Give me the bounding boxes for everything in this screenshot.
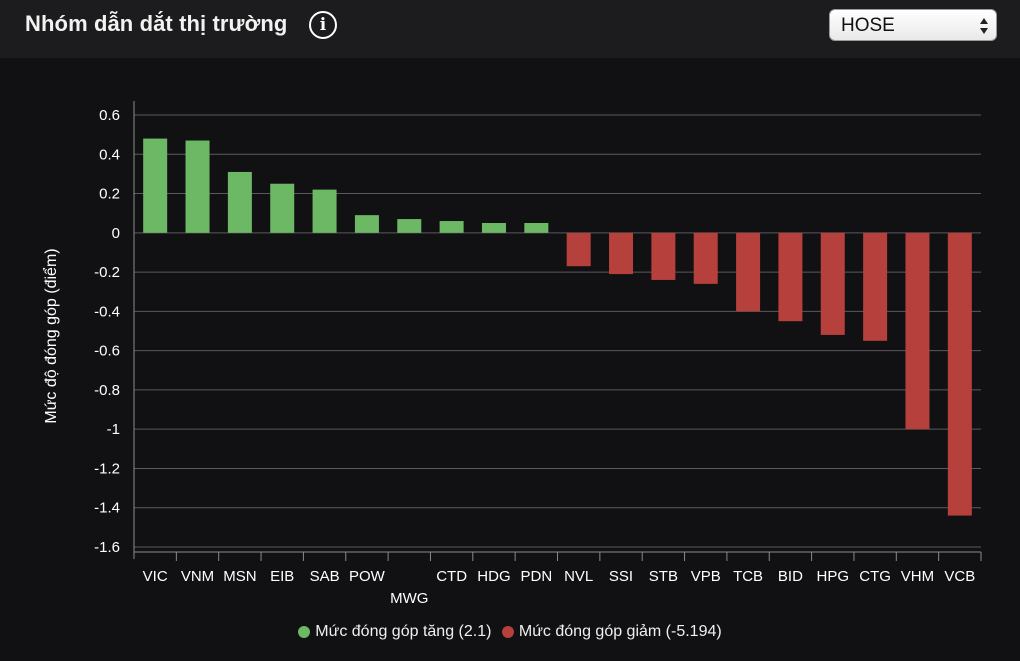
select-arrows-icon	[980, 18, 988, 34]
bar-chart: 0.6 0.4 0.2 0 -0.2 -0.4 -0.6 -0.8 -1 -1.2 -1.4 -1.6…	[42, 101, 982, 607]
bar-vic	[143, 138, 168, 233]
bar-vhm	[905, 232, 930, 430]
bar-ctg	[863, 232, 888, 341]
y-tick-label: 0.2	[99, 186, 120, 203]
bar-ssi	[609, 232, 634, 275]
x-tick-label: NVL	[564, 568, 593, 585]
legend-label-negative: Mức đóng góp giảm (-5.194)	[518, 623, 722, 640]
bar-vnm	[185, 140, 210, 233]
bar-vpb	[693, 232, 718, 284]
x-tick-label: HPG	[817, 568, 850, 585]
x-tick-label: POW	[349, 568, 386, 585]
y-tick-label: -0.2	[94, 264, 120, 281]
y-tick-label: -0.6	[94, 343, 120, 360]
y-tick-label: -0.8	[94, 382, 120, 399]
x-tick-label: SAB	[310, 568, 340, 585]
x-tick-label: VCB	[944, 568, 975, 585]
chart-legend: Mức đóng góp tăng (2.1) Mức đóng góp giả…	[0, 623, 1020, 647]
y-tick-label: 0.6	[99, 107, 120, 124]
bar-bid	[778, 232, 803, 322]
y-tick-label: -0.4	[94, 303, 120, 320]
x-tick-label: SSI	[609, 568, 633, 585]
y-tick-label: 0.4	[99, 146, 120, 163]
bar-hdg	[481, 223, 506, 233]
bar-pdn	[524, 223, 549, 233]
legend-label-positive: Mức đóng góp tăng (2.1)	[315, 623, 492, 640]
legend-item-negative[interactable]: Mức đóng góp giảm (-5.194)	[501, 623, 722, 641]
bar-ctd	[439, 221, 464, 233]
x-tick-label: MWG	[390, 590, 428, 607]
x-tick-label: HDG	[477, 568, 510, 585]
y-tick-label: -1.6	[94, 539, 120, 556]
y-tick-label: -1	[107, 421, 120, 438]
chart-header: Nhóm dẫn dắt thị trường i HOSE	[0, 0, 1020, 58]
bar-tcb	[736, 232, 761, 312]
info-icon[interactable]: i	[309, 11, 337, 39]
x-tick-label: CTG	[859, 568, 891, 585]
legend-item-positive[interactable]: Mức đóng góp tăng (2.1)	[298, 623, 491, 641]
exchange-select[interactable]: HOSE	[829, 9, 997, 41]
bar-msn	[227, 171, 252, 233]
x-tick-label: TCB	[733, 568, 763, 585]
legend-dot-positive	[298, 626, 311, 638]
bar-vcb	[947, 232, 972, 516]
y-tick-label: 0	[112, 225, 120, 242]
x-tick-label: BID	[778, 568, 803, 585]
x-tick-label: STB	[649, 568, 678, 585]
exchange-select-value: HOSE	[841, 15, 895, 36]
x-tick-label: EIB	[270, 568, 294, 585]
y-axis-label: Mức độ đóng góp (điểm)	[42, 248, 60, 423]
bar-pow	[354, 215, 379, 233]
x-tick-label: VIC	[143, 568, 168, 585]
legend-dot-negative	[501, 626, 514, 638]
x-tick-label: CTD	[436, 568, 467, 585]
bar-nvl	[566, 232, 591, 267]
x-tick-label: VHM	[901, 568, 934, 585]
y-tick-label: -1.2	[94, 460, 120, 477]
bar-eib	[270, 183, 295, 233]
x-tick-label: VNM	[181, 568, 214, 585]
x-tick-label: MSN	[223, 568, 256, 585]
bar-sab	[312, 189, 337, 233]
x-tick-label: PDN	[520, 568, 552, 585]
page-title: Nhóm dẫn dắt thị trường	[25, 11, 288, 36]
bar-hpg	[820, 232, 845, 335]
bar-stb	[651, 232, 676, 280]
x-tick-label: VPB	[691, 568, 721, 585]
bar-mwg	[397, 219, 422, 233]
y-tick-label: -1.4	[94, 500, 120, 517]
